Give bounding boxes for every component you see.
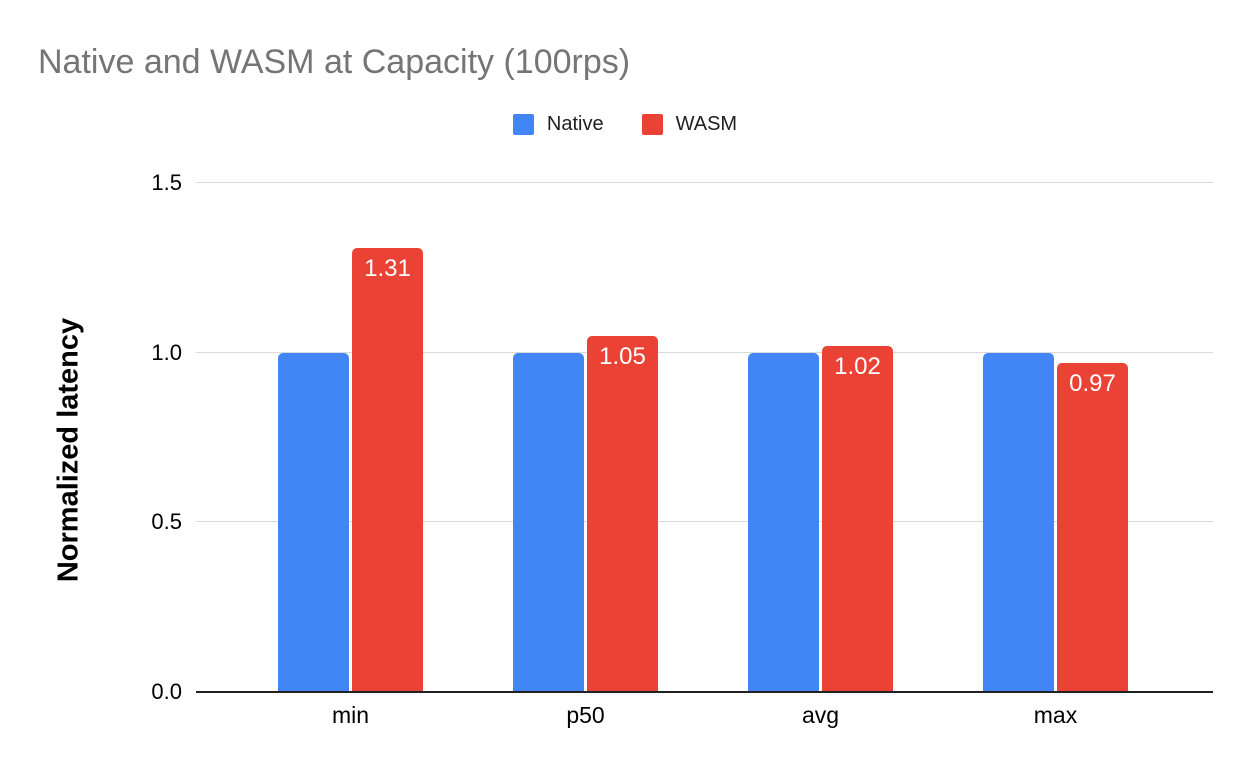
bar-native-min: [278, 352, 349, 692]
bar-group-avg: 1.02: [703, 183, 938, 692]
bar-value-label-wasm-min: 1.31: [364, 254, 411, 282]
bar-value-label-wasm-p50: 1.05: [599, 342, 646, 370]
bar-value-label-wasm-avg: 1.02: [834, 352, 881, 380]
gridline-1.0: [196, 351, 1213, 353]
legend-item-wasm: WASM: [641, 113, 738, 136]
bar-wasm-min: 1.31: [352, 247, 423, 692]
chart-title: Native and WASM at Capacity (100rps): [38, 43, 631, 81]
y-tick-label-1.5: 1.5: [151, 170, 182, 195]
y-tick-label-0.5: 0.5: [151, 509, 182, 535]
bar-group-p50: 1.05: [468, 183, 703, 692]
gridline-1.5: [196, 182, 1213, 183]
bar-native-avg: [748, 352, 819, 692]
x-axis-label-avg: avg: [801, 702, 840, 728]
x-axis-label-p50: p50: [566, 702, 605, 728]
legend-label-wasm: WASM: [675, 113, 738, 135]
legend-swatch-wasm-icon: [641, 114, 663, 135]
bar-wasm-p50: 1.05: [587, 335, 658, 692]
bar-group-max: 0.97: [938, 183, 1173, 692]
y-tick-label-0.0: 0.0: [151, 679, 182, 704]
y-tick-label-1.0: 1.0: [151, 339, 182, 365]
bar-group-min: 1.31: [233, 183, 468, 692]
chart-legend: Native WASM: [0, 113, 1250, 136]
legend-swatch-native-icon: [512, 114, 534, 135]
bar-wasm-max: 0.97: [1057, 362, 1128, 692]
gridline-0.5: [196, 521, 1213, 523]
legend-label-native: Native: [546, 113, 604, 135]
x-axis-label-min: min: [331, 702, 370, 728]
x-axis-line: [196, 691, 1213, 693]
plot-area: 1.31 1.05 1.02 0.97: [196, 182, 1213, 693]
bar-native-p50: [513, 352, 584, 692]
x-axis-labels: min p50 avg max: [233, 702, 1173, 729]
legend-item-native: Native: [512, 113, 604, 136]
bar-native-max: [983, 352, 1054, 692]
bars-area: 1.31 1.05 1.02 0.97: [233, 183, 1173, 692]
bar-wasm-avg: 1.02: [822, 345, 893, 692]
x-axis-label-max: max: [1033, 702, 1078, 728]
bar-value-label-wasm-max: 0.97: [1069, 369, 1116, 397]
